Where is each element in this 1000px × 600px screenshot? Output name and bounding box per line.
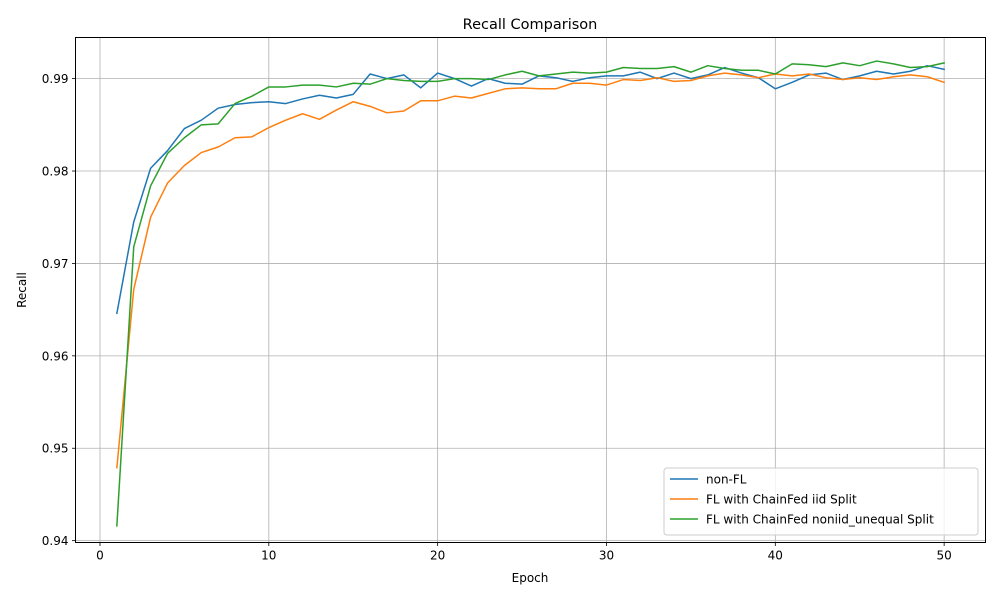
legend-label: FL with ChainFed iid Split — [706, 493, 857, 507]
x-tick-label: 0 — [96, 549, 104, 563]
y-tick-label: 0.96 — [42, 349, 69, 363]
series-lines — [115, 60, 946, 527]
x-tick-label: 50 — [936, 549, 951, 563]
y-tick-label: 0.94 — [42, 534, 69, 548]
legend-label: non-FL — [706, 473, 747, 487]
y-tick-label: 0.97 — [42, 257, 69, 271]
y-axis-label: Recall — [15, 272, 29, 308]
y-tick-label: 0.98 — [42, 165, 69, 179]
chart-title: Recall Comparison — [463, 17, 598, 33]
plot-frame — [75, 37, 986, 543]
x-tick-label: 30 — [599, 549, 614, 563]
x-tick-label: 20 — [430, 549, 445, 563]
legend: non-FL FL with ChainFed iid Split FL with … — [663, 467, 979, 536]
x-axis: 0 10 20 30 40 50 — [96, 542, 952, 563]
series-line-1 — [115, 64, 946, 315]
legend-label: FL with ChainFed noniid_unequal Split — [706, 513, 934, 527]
x-tick-label: 40 — [768, 549, 783, 563]
series-line-3 — [116, 60, 946, 527]
series-line-2 — [116, 72, 946, 469]
legend-box — [663, 467, 979, 536]
y-axis: 0.94 0.95 0.96 0.97 0.98 0.99 — [42, 72, 76, 548]
y-tick-label: 0.99 — [42, 72, 69, 86]
x-tick-label: 10 — [261, 549, 276, 563]
y-tick-label: 0.95 — [42, 442, 69, 456]
grid — [75, 37, 986, 543]
x-axis-label: Epoch — [512, 571, 549, 585]
